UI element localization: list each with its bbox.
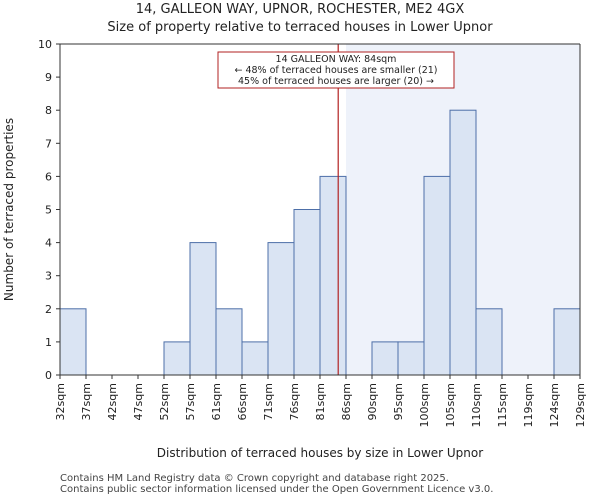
x-tick-label: 95sqm [392, 383, 405, 420]
y-tick-label: 6 [45, 170, 52, 183]
footer-line-2: Contains public sector information licen… [60, 484, 494, 495]
x-tick-label: 129sqm [574, 383, 587, 427]
histogram-bar [215, 308, 243, 376]
y-tick-label: 0 [45, 369, 52, 382]
x-tick-label: 90sqm [366, 383, 379, 420]
y-tick-label: 4 [45, 237, 52, 250]
y-tick-label: 8 [45, 104, 52, 117]
x-tick-label: 86sqm [340, 383, 353, 420]
x-tick-label: 61sqm [210, 383, 223, 420]
annotation-box [217, 51, 455, 89]
x-tick-label: 66sqm [236, 383, 249, 420]
x-tick-label: 32sqm [54, 383, 67, 420]
y-tick-label: 5 [45, 204, 52, 217]
footer-line-1: Contains HM Land Registry data © Crown c… [60, 473, 449, 484]
y-axis-title: Number of terraced properties [2, 118, 16, 301]
x-tick-label: 76sqm [288, 383, 301, 420]
histogram-bar [449, 109, 477, 376]
histogram-bar [553, 308, 581, 376]
x-tick-label: 57sqm [184, 383, 197, 420]
y-tick-label: 2 [45, 303, 52, 316]
x-tick-label: 42sqm [106, 383, 119, 420]
x-tick-label: 52sqm [158, 383, 171, 420]
x-tick-label: 115sqm [496, 383, 509, 427]
histogram-bar [59, 308, 87, 376]
x-axis-title: Distribution of terraced houses by size … [157, 446, 483, 460]
histogram-bar [241, 341, 269, 376]
histogram-bar [189, 242, 217, 376]
y-tick-label: 7 [45, 137, 52, 150]
histogram-bar [423, 175, 451, 376]
x-tick-label: 105sqm [444, 383, 457, 427]
x-tick-label: 124sqm [548, 383, 561, 427]
chart-title: 14, GALLEON WAY, UPNOR, ROCHESTER, ME2 4… [135, 2, 465, 17]
histogram-bar [371, 341, 399, 376]
histogram-bar [475, 308, 503, 376]
y-tick-label: 1 [45, 336, 52, 349]
chart-subtitle: Size of property relative to terraced ho… [107, 20, 493, 35]
annotation-line-1: 14 GALLEON WAY: 84sqm [276, 54, 397, 65]
histogram-bar [319, 175, 347, 376]
y-tick-label: 10 [38, 38, 52, 51]
x-tick-label: 81sqm [314, 383, 327, 420]
y-tick-label: 9 [45, 71, 52, 84]
x-tick-label: 47sqm [132, 383, 145, 420]
histogram-bar [163, 341, 191, 376]
x-tick-label: 71sqm [262, 383, 275, 420]
x-tick-label: 37sqm [80, 383, 93, 420]
histogram-bar [397, 341, 425, 376]
y-tick-label: 3 [45, 270, 52, 283]
annotation-line-3: 45% of terraced houses are larger (20) → [238, 76, 434, 87]
x-tick-label: 119sqm [522, 383, 535, 427]
x-tick-label: 110sqm [470, 383, 483, 427]
histogram-bar [293, 209, 321, 376]
x-tick-label: 100sqm [418, 383, 431, 427]
histogram-bar [267, 242, 295, 376]
annotation-line-2: ← 48% of terraced houses are smaller (21… [234, 65, 437, 76]
